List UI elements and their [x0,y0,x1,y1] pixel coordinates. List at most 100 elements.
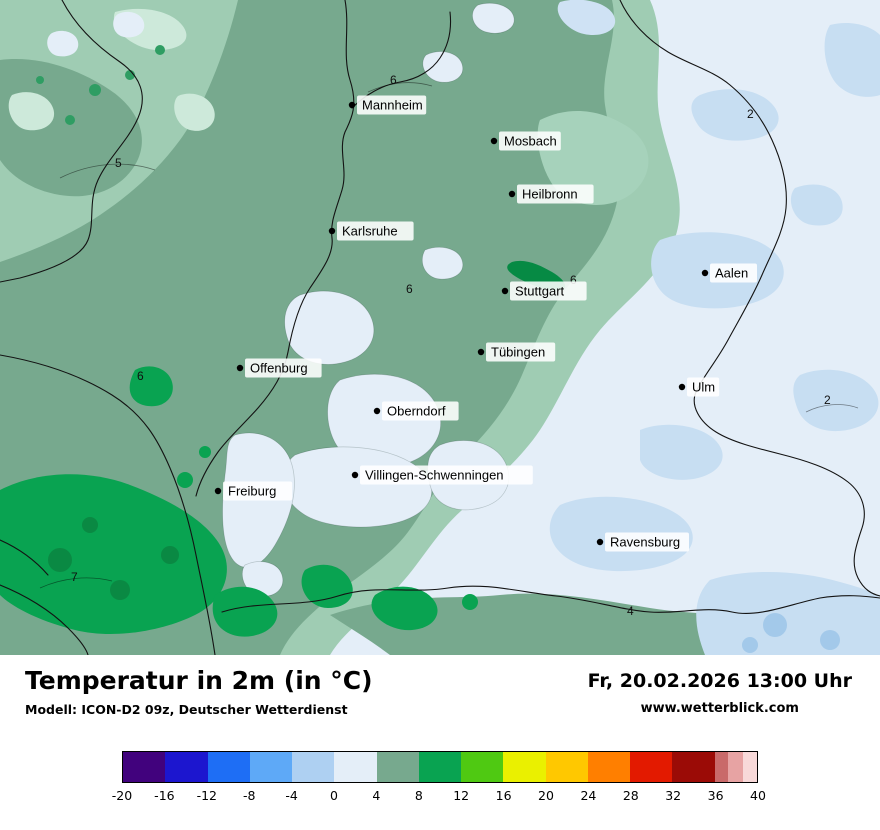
city-label: Aalen [715,266,748,281]
colorbar-segment [714,751,729,782]
city-marker: Oberndorf [373,401,459,421]
colorbar-segment [165,751,208,782]
colorbar-segment [545,751,588,782]
city-label-bg [357,95,427,115]
contour-label: 2 [747,107,754,121]
city-dot [328,227,336,235]
colorbar-segment [743,751,757,782]
cold-patch-top-1 [422,51,464,83]
city-label-bg [517,184,594,204]
isoline-3 [39,577,113,589]
city-label: Tübingen [491,345,545,360]
warm-dot-2 [199,446,211,458]
city-label-bg [382,401,459,421]
colorbar-tick-label: -20 [111,787,133,803]
border-mannheim-ne [351,11,452,109]
speckle-tl-1 [89,84,101,96]
contour-label: 2 [824,393,831,407]
border-bavaria [619,0,880,597]
speckle-tl-5 [36,76,44,84]
colorbar-segment [418,751,462,782]
footer-left: Temperatur in 2m (in °C) Modell: ICON-D2… [25,667,373,717]
colorbar-tick-label: -8 [242,787,256,803]
cool-blob-corner-tr [824,23,880,97]
colorbar-tick-label: 4 [372,787,381,803]
city-label: Ravensburg [610,535,680,550]
colorbar-segment [207,751,250,782]
border-sw-1 [0,584,89,655]
city-label: Oberndorf [387,404,446,419]
city-label-bg [337,221,414,241]
city-label-bg [223,481,293,501]
colorbar-tick-label: 40 [750,787,766,803]
city-marker: Aalen [701,263,757,283]
cold-patch-topleft-2 [113,11,145,38]
warm-speckle-3 [82,517,98,533]
cool-blob-topright [691,89,779,141]
forecast-datetime: Fr, 20.02.2026 13:00 Uhr [587,670,852,692]
cold-patch-top-2 [472,2,515,34]
page-title: Temperatur in 2m (in °C) [25,666,373,695]
city-label-bg [510,281,587,301]
warm-dot-3 [462,594,478,610]
colorbar-segment [376,751,419,782]
warm-blob-bottom-3 [371,586,438,631]
contour-label: 6 [406,282,413,296]
city-label: Offenburg [250,361,308,376]
speckle-tl-4 [155,45,165,55]
cool-deep-1 [763,613,787,637]
colorbar-tick-label: 36 [707,787,724,803]
city-label-bg [499,131,561,151]
model-info: Modell: ICON-D2 09z, Deutscher Wetterdie… [25,701,348,717]
colorbar-tick-label: 16 [495,787,512,803]
colorbar-segment [672,751,715,782]
city-dot [214,487,222,495]
isoline-4 [805,404,859,413]
colorbar-segment [503,751,546,782]
cold-blob-center-1 [284,290,375,365]
city-label: Freiburg [228,484,276,499]
temperature-map: 5 6 2 6 6 6 2 7 4 Mannheim Mosbach Heilbronn Karlsr… [0,0,880,655]
city-label-bg [605,532,689,552]
city-dot [508,190,516,198]
city-marker: Tübingen [477,342,556,362]
city-marker: Freiburg [214,481,293,501]
colorbar-tick-label: -4 [285,787,298,803]
colorbar-segment [728,751,744,782]
colorbar-tick-label: 8 [414,787,423,803]
colorbar-tick-label: 12 [453,787,470,803]
colorbar-segment [249,751,293,782]
speckle-tl-3 [65,115,75,125]
cold-blob-oberndorf [327,373,441,468]
city-marker: Ravensburg [596,532,689,552]
map-svg: 5 6 2 6 6 6 2 7 4 Mannheim Mosbach Heilbronn Karlsr… [0,0,880,655]
colorbar-tick-label: -12 [196,787,218,803]
border-rhine [0,354,216,655]
city-label: Ulm [692,380,715,395]
region-lighter-green-east [537,110,649,205]
cool-blob-east-mid [790,184,843,226]
warm-speckle-1 [48,548,72,572]
city-label-bg [245,358,322,378]
city-dot [236,364,244,372]
warm-speckle-4 [161,546,179,564]
city-marker: Mannheim [348,95,427,115]
colorbar-segment [461,751,504,782]
footer: Temperatur in 2m (in °C) Modell: ICON-D2… [0,655,880,717]
city-markers: Mannheim Mosbach Heilbronn Karlsruhe Stuttga… [214,95,757,552]
colorbar-ticks: -20 -16 -12 -8 -4 0 4 8 12 16 20 24 28 32 36 40 [112,787,766,806]
city-label: Karlsruhe [342,224,398,239]
colorbar-tick-label: -16 [154,787,175,803]
warm-blob-southwest [0,474,227,635]
contour-label: 6 [570,273,577,287]
city-dot [701,269,709,277]
region-gray-green-bottom [330,593,766,655]
city-dot [490,137,498,145]
colorbar-tick-label: 28 [622,787,639,803]
warm-blob-bottom-1 [212,586,278,637]
city-label: Heilbronn [522,187,578,202]
city-dot [477,348,485,356]
city-label-bg [360,465,533,485]
colorbar-segment [587,751,631,782]
contour-label: 5 [115,156,122,170]
